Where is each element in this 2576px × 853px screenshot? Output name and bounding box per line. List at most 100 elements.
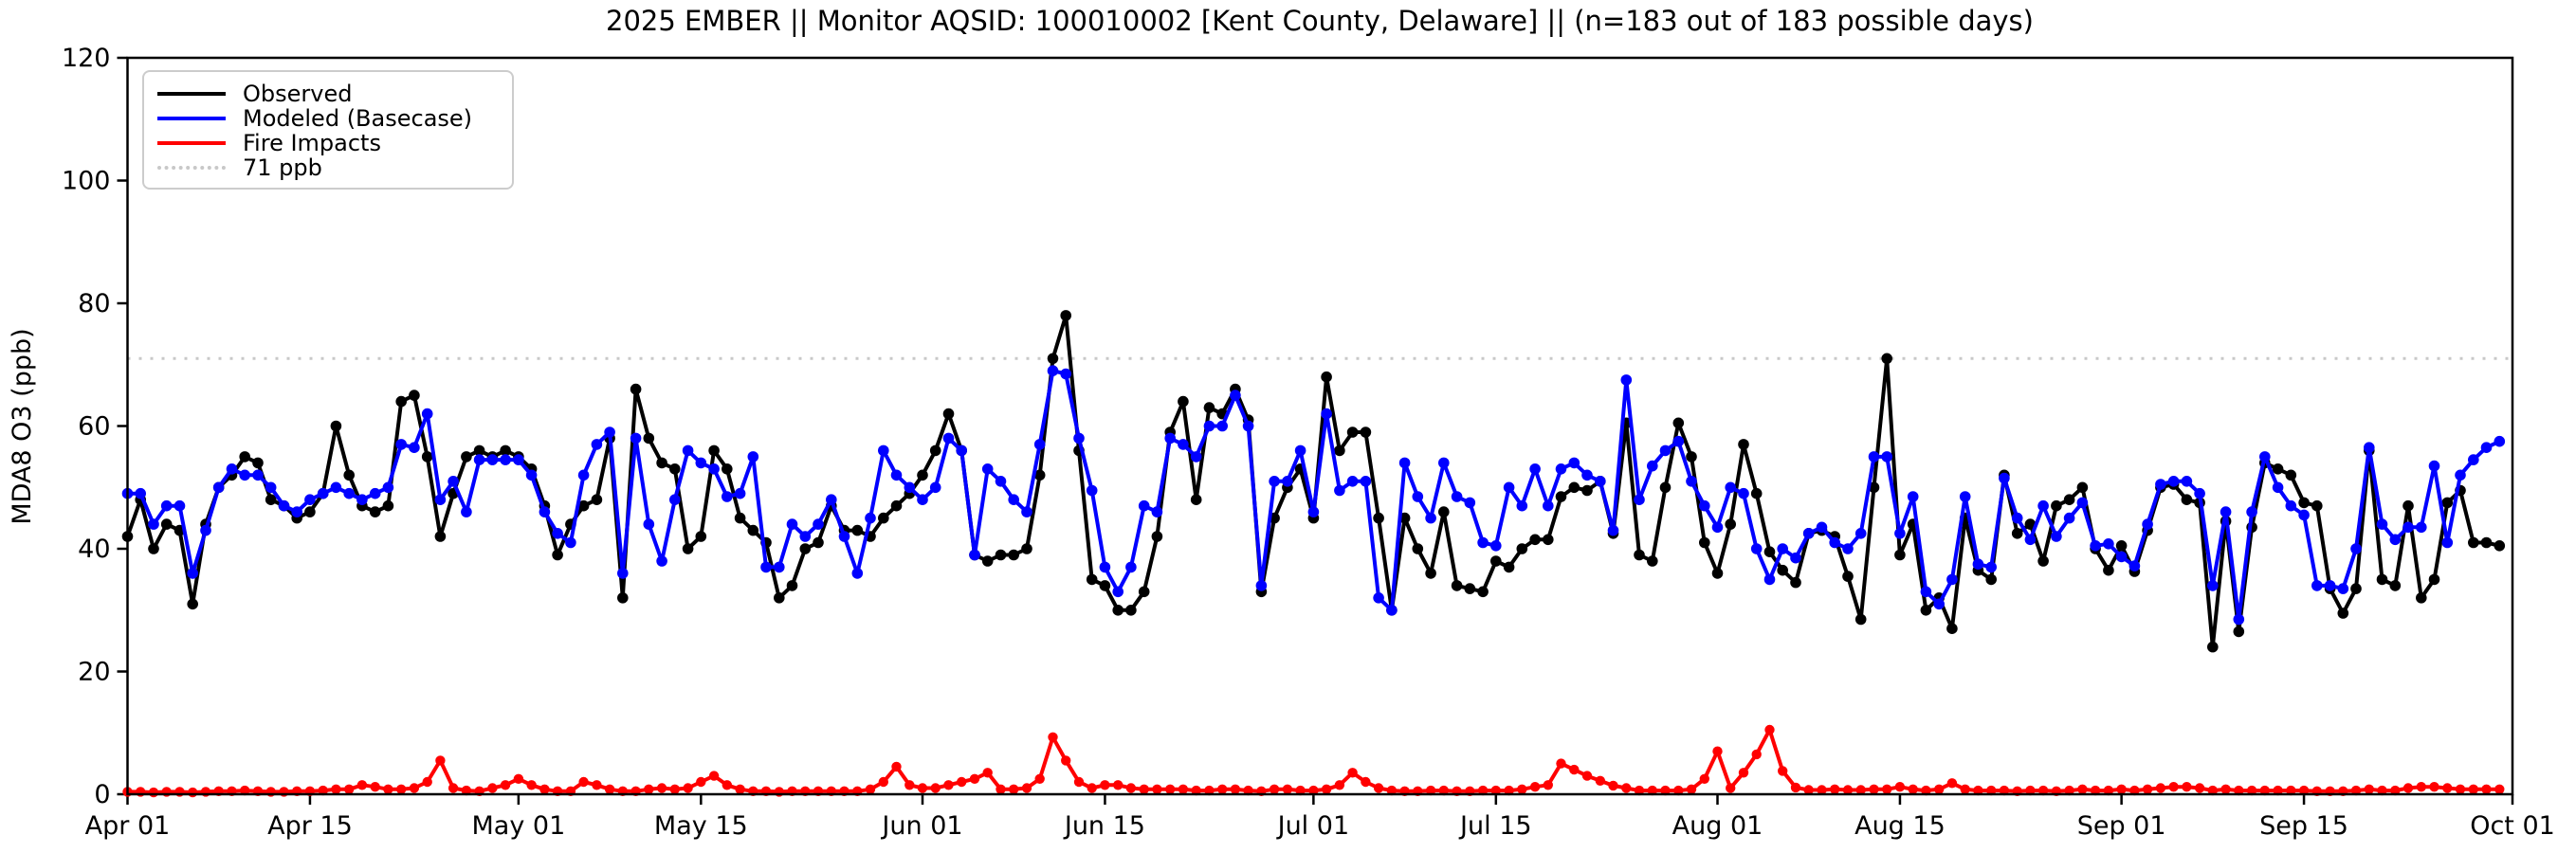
data-point-marker: [1190, 451, 1202, 463]
data-point-marker: [434, 494, 447, 505]
data-point-marker: [2389, 580, 2402, 591]
data-point-marker: [695, 457, 707, 469]
data-point-marker: [1503, 561, 1515, 573]
data-point-marker: [187, 598, 198, 610]
data-point-marker: [1060, 310, 1071, 321]
data-point-marker: [539, 784, 550, 794]
data-point-marker: [929, 445, 941, 457]
data-point-marker: [330, 481, 342, 494]
data-point-marker: [2428, 573, 2440, 586]
data-point-marker: [1568, 481, 1580, 494]
legend-label: Observed: [243, 81, 353, 107]
data-point-marker: [318, 785, 328, 796]
legend-item-fire: Fire Impacts: [157, 131, 499, 155]
data-point-marker: [2377, 785, 2387, 796]
data-point-marker: [1881, 451, 1892, 463]
data-point-marker: [1647, 555, 1658, 567]
data-point-marker: [890, 499, 903, 512]
data-point-marker: [552, 528, 563, 539]
data-point-marker: [1178, 395, 1189, 408]
data-point-marker: [1334, 484, 1345, 497]
data-point-marker: [1726, 783, 1736, 793]
data-point-marker: [1777, 543, 1788, 554]
data-point-marker: [2076, 481, 2089, 494]
data-point-marker: [1203, 420, 1215, 432]
data-point-marker: [356, 780, 368, 790]
data-point-marker: [1190, 494, 1202, 505]
data-point-marker: [956, 445, 967, 457]
data-point-marker: [1165, 784, 1176, 794]
data-point-marker: [1113, 780, 1124, 790]
data-point-marker: [226, 463, 238, 475]
fire-line-sample: [157, 141, 226, 145]
data-point-marker: [747, 451, 759, 463]
data-point-marker: [2286, 785, 2296, 796]
data-point-marker: [2233, 613, 2245, 626]
data-point-marker: [2428, 460, 2440, 472]
data-point-marker: [1763, 573, 1776, 586]
data-point-marker: [1099, 580, 1111, 591]
data-point-marker: [1334, 780, 1345, 790]
data-point-marker: [2455, 469, 2466, 481]
data-point-marker: [591, 494, 603, 505]
data-point-marker: [291, 506, 303, 517]
data-point-marker: [1242, 420, 1254, 432]
data-point-marker: [1125, 605, 1137, 616]
legend-label: Fire Impacts: [243, 130, 381, 156]
data-point-marker: [1216, 420, 1228, 432]
data-point-marker: [878, 512, 889, 524]
data-point-marker: [2390, 785, 2401, 796]
data-point-marker: [1034, 773, 1045, 784]
data-point-marker: [2337, 608, 2349, 619]
data-point-marker: [1830, 784, 1840, 794]
data-point-marker: [1933, 598, 1945, 610]
x-tick-label: Jun 01: [880, 811, 962, 841]
series-modeled-basecase-: [121, 365, 2506, 626]
data-point-marker: [148, 543, 159, 554]
data-point-marker: [708, 463, 720, 475]
x-tick-label: Jul 01: [1276, 811, 1350, 841]
data-point-marker: [1269, 476, 1280, 487]
data-point-marker: [1543, 780, 1554, 790]
legend-label: Modeled (Basecase): [243, 105, 473, 132]
data-point-marker: [1543, 534, 1554, 546]
legend-box: Observed Modeled (Basecase) Fire Impacts…: [142, 70, 514, 190]
data-point-marker: [904, 481, 916, 494]
data-point-marker: [1842, 543, 1854, 554]
data-point-marker: [1294, 445, 1306, 457]
data-point-marker: [369, 487, 381, 499]
data-point-marker: [930, 783, 941, 793]
data-point-marker: [1555, 463, 1567, 475]
data-point-marker: [1100, 780, 1110, 790]
data-point-marker: [500, 445, 511, 457]
data-point-marker: [370, 782, 380, 792]
data-point-marker: [734, 512, 746, 524]
data-point-marker: [1151, 531, 1163, 542]
data-point-marker: [160, 518, 173, 530]
data-point-marker: [617, 592, 629, 604]
modeled-line-sample: [157, 117, 226, 120]
data-point-marker: [2298, 785, 2310, 796]
data-point-marker: [2441, 536, 2454, 549]
data-point-marker: [2311, 499, 2323, 512]
data-point-marker: [1946, 623, 1958, 634]
data-point-marker: [957, 776, 967, 788]
data-point-marker: [1425, 568, 1436, 579]
data-point-marker: [1647, 785, 1658, 796]
data-point-marker: [1854, 528, 1867, 539]
data-point-marker: [1829, 536, 1840, 549]
data-point-marker: [1842, 571, 1854, 582]
data-point-marker: [2272, 463, 2284, 475]
data-point-marker: [539, 506, 551, 517]
data-point-marker: [1321, 784, 1332, 794]
data-point-marker: [2011, 528, 2023, 539]
data-point-marker: [2207, 580, 2219, 591]
data-point-marker: [1634, 549, 1645, 561]
y-axis-label: MDA8 O3 (ppb): [8, 328, 37, 524]
data-point-marker: [1711, 521, 1724, 534]
data-point-marker: [2298, 497, 2310, 509]
data-point-marker: [708, 445, 720, 457]
data-point-marker: [1203, 402, 1215, 413]
x-tick-label: Oct 01: [2470, 811, 2555, 841]
data-point-marker: [2233, 626, 2245, 638]
